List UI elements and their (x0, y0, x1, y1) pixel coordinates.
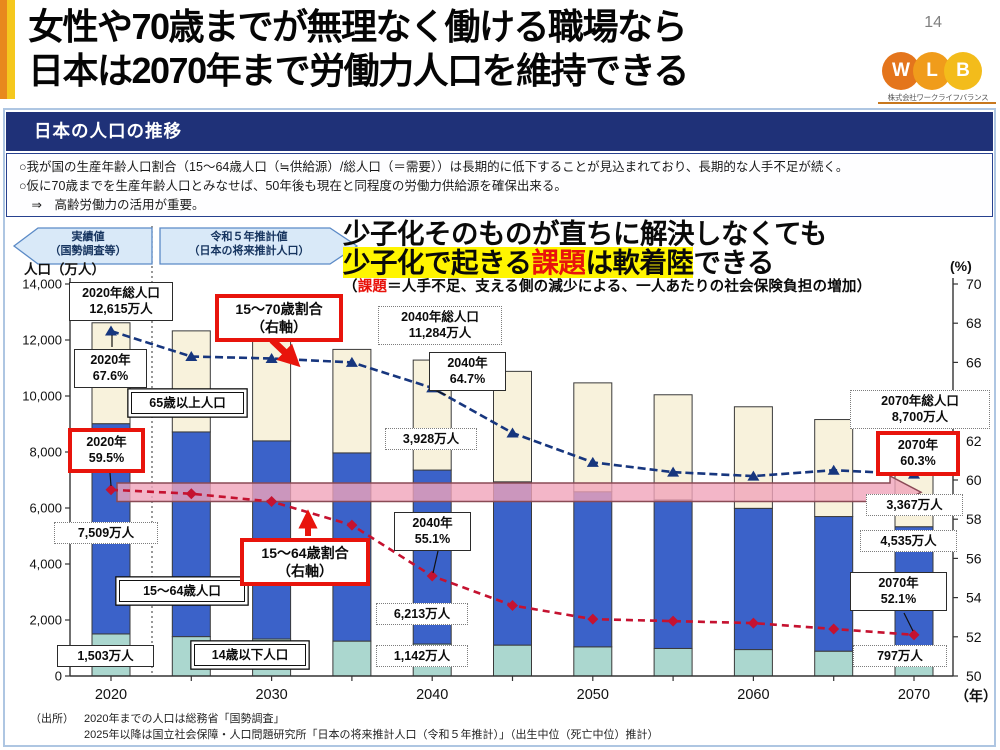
bullet-1: ○我が国の生産年齢人口割合（15～64歳人口（≒供給源）/総人口（＝需要））は長… (19, 160, 849, 174)
svg-text:2060: 2060 (737, 687, 769, 703)
company-logo: W L B 株式会社ワークライフバランス (882, 52, 998, 104)
callout-2020-59.5: 2020年 59.5% (68, 428, 145, 473)
svg-text:62: 62 (966, 433, 982, 449)
svg-text:2,000: 2,000 (29, 613, 62, 628)
callout-65plus-pop: 65歳以上人口 (131, 392, 244, 415)
source-label: （出所） (30, 713, 74, 725)
bar-2025 (171, 431, 211, 638)
right-axis-label: (%) (950, 258, 972, 274)
x-axis-unit-label: （年） (955, 688, 997, 704)
slide-title-line1: 女性や70歳までが無理なく働ける職場なら (28, 6, 688, 47)
logo-underline (878, 102, 996, 104)
bar-2025 (171, 330, 211, 433)
callout-15-70-ratio: 15～70歳割合 （右軸） (215, 294, 343, 343)
bar-2045 (493, 481, 532, 646)
bar-2050 (573, 382, 613, 493)
callout-3928: 3,928万人 (385, 428, 477, 451)
bar-2060 (733, 649, 773, 677)
title-accent-stripe-orange (0, 0, 7, 99)
svg-text:58: 58 (966, 511, 982, 527)
svg-text:56: 56 (966, 550, 982, 566)
svg-text:12,000: 12,000 (22, 333, 62, 348)
projection-period-label: 令和５年推計値 （日本の将来推計人口） (188, 231, 310, 258)
page-number: 14 (924, 14, 942, 31)
callout-7509: 7,509万人 (54, 522, 158, 545)
logo-circle-b: B (944, 52, 982, 90)
chart-canvas: 0 2,000 4,000 6,000 8,000 10,000 12,000 14,000 5… (12, 226, 982, 703)
key-message-annotation: 少子化そのものが直ちに解決しなくても 少子化で起きる課題は軟着陸できる （課題＝… (343, 219, 993, 295)
svg-text:10,000: 10,000 (22, 389, 62, 404)
callout-1142: 1,142万人 (376, 645, 468, 668)
summary-bullets: ○我が国の生産年齢人口割合（15～64歳人口（≒供給源）/総人口（＝需要））は長… (6, 153, 993, 217)
annotation-line1: 少子化そのものが直ちに解決しなくても (343, 218, 827, 249)
actual-period-arrow (12, 227, 153, 265)
slide-title: 女性や70歳までが無理なく働ける職場なら 日本は2070年まで労働力人口を維持で… (28, 5, 689, 93)
content-frame (3, 108, 996, 747)
svg-text:14,000: 14,000 (22, 277, 62, 292)
callout-3367: 3,367万人 (866, 494, 963, 517)
callout-2070-60.3: 2070年 60.3% (876, 431, 960, 476)
population-chart: 0 2,000 4,000 6,000 8,000 10,000 12,000 14,000 5… (0, 218, 1000, 748)
bullet-2: ○仮に70歳までを生産年齢人口とみなせば、50年後も現在と同程度の労働力供給源を… (19, 178, 567, 193)
source-line2: 2025年以降は国立社会保障・人口問題研究所「日本の将来推計人口（令和５年推計）… (84, 728, 659, 741)
logo-caption: 株式会社ワークライフバランス (887, 93, 989, 102)
bar-2035 (332, 640, 372, 677)
callout-2040-55.1: 2040年 55.1% (394, 512, 471, 551)
bullet-3: ⇒ 高齢労働力の活用が重要。 (19, 197, 205, 212)
svg-text:0: 0 (55, 669, 62, 684)
svg-text:66: 66 (966, 354, 982, 370)
callout-2020-67.6: 2020年 67.6% (74, 349, 147, 388)
callout-797: 797万人 (853, 645, 947, 668)
bar-2055 (653, 647, 693, 677)
callout-2040-64.7: 2040年 64.7% (429, 352, 506, 391)
svg-text:52: 52 (966, 629, 982, 645)
annotation-line2: 少子化で起きる課題は軟着陸できる (343, 247, 774, 279)
bar-2065 (814, 650, 854, 677)
svg-text:60: 60 (966, 472, 982, 488)
svg-text:6,000: 6,000 (29, 501, 62, 516)
callout-15-64-pop: 15～64歳人口 (119, 580, 245, 603)
callout-2070-total: 2070年総人口 8,700万人 (850, 390, 990, 429)
svg-text:2020: 2020 (95, 687, 127, 703)
callout-2070-52.1: 2070年 52.1% (850, 572, 947, 611)
callout-1503: 1,503万人 (57, 645, 154, 668)
svg-text:50: 50 (966, 668, 982, 684)
svg-text:2040: 2040 (416, 687, 448, 703)
callout-14under-pop: 14歳以下人口 (194, 644, 306, 667)
bar-2050 (573, 646, 613, 677)
callout-15-64-ratio: 15～64歳割合 （右軸） (240, 538, 370, 587)
svg-text:8,000: 8,000 (29, 445, 62, 460)
title-accent-stripe-yellow (7, 0, 15, 99)
actual-period-label: 実績値 （国勢調査等） (49, 231, 127, 258)
source-line1: 2020年までの人口は総務省「国勢調査」 (84, 713, 285, 725)
source-note: （出所） 2020年までの人口は総務省「国勢調査」 2025年以降は国立社会保障… (30, 712, 658, 744)
callout-6213: 6,213万人 (376, 603, 468, 626)
svg-text:54: 54 (966, 590, 982, 606)
svg-text:2050: 2050 (577, 687, 609, 703)
panel-header: 日本の人口の推移 (6, 112, 993, 151)
slide-title-line2: 日本は2070年まで労働力人口を維持できる (28, 50, 689, 91)
arrow-15-70-pointer (269, 337, 301, 368)
bar-2045 (493, 644, 532, 677)
callout-2020-total: 2020年総人口 12,615万人 (69, 282, 173, 321)
left-axis-label: 人口（万人） (24, 262, 105, 277)
svg-text:2030: 2030 (255, 687, 287, 703)
callout-2040-total: 2040年総人口 11,284万人 (378, 306, 502, 345)
svg-text:2070: 2070 (898, 687, 930, 703)
svg-text:70: 70 (966, 276, 982, 292)
annotation-line3: （課題＝人手不足、支える側の減少による、一人あたりの社会保険負担の増加） (343, 278, 872, 295)
callout-4535: 4,535万人 (860, 530, 957, 553)
svg-text:68: 68 (966, 315, 982, 331)
bar-2055 (653, 499, 693, 649)
svg-text:4,000: 4,000 (29, 557, 62, 572)
bar-2060 (733, 507, 773, 651)
